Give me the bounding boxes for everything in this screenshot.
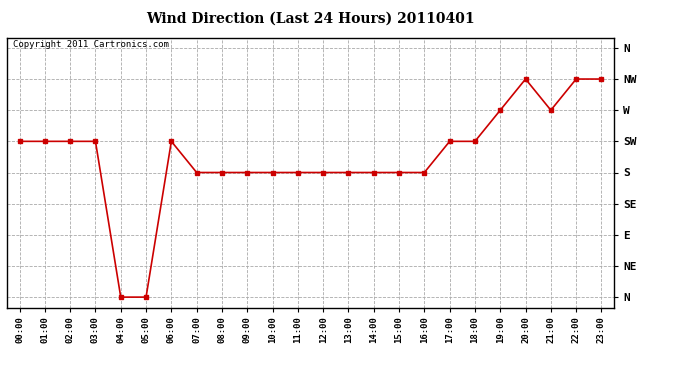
Text: Wind Direction (Last 24 Hours) 20110401: Wind Direction (Last 24 Hours) 20110401 bbox=[146, 11, 475, 25]
Text: Copyright 2011 Cartronics.com: Copyright 2011 Cartronics.com bbox=[13, 40, 169, 49]
